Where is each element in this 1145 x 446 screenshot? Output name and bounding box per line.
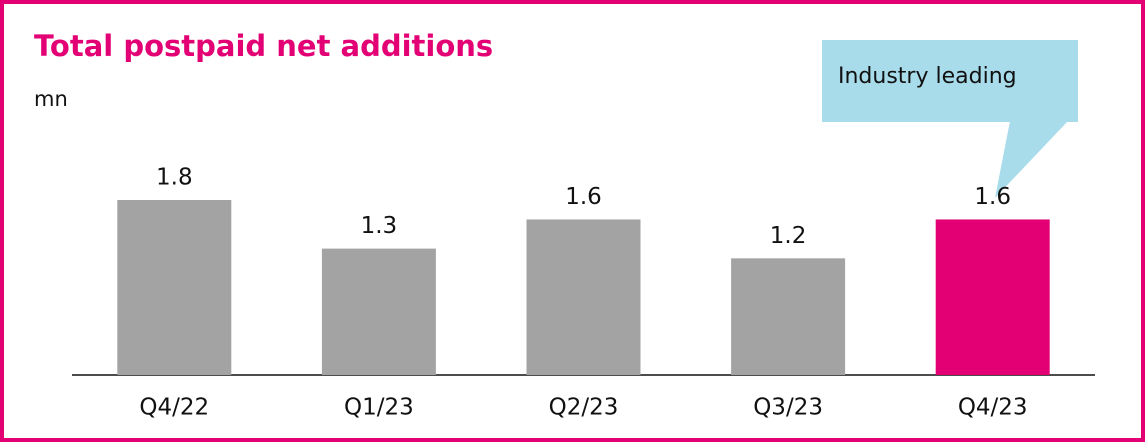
callout: Industry leading (822, 40, 1078, 198)
x-tick-label: Q4/22 (139, 395, 209, 421)
chart-subtitle: mn (34, 87, 68, 111)
chart-title: Total postpaid net additions (34, 29, 493, 63)
x-tick-label: Q2/23 (549, 395, 619, 421)
x-tick-label: Q4/23 (958, 395, 1028, 421)
value-label: 1.2 (770, 223, 807, 249)
value-label: 1.6 (974, 184, 1011, 210)
bar (117, 200, 232, 375)
bar (731, 258, 846, 375)
bar (321, 248, 436, 375)
callout-box (822, 40, 1078, 122)
value-label: 1.6 (565, 184, 602, 210)
bar (935, 219, 1050, 375)
value-label: 1.3 (361, 213, 398, 239)
annotation: Industry leading (838, 64, 1017, 89)
x-tick-label: Q1/23 (344, 395, 414, 421)
x-tick-label: Q3/23 (753, 395, 823, 421)
value-label: 1.8 (156, 165, 193, 191)
bar (526, 219, 641, 375)
callout-tail (995, 121, 1068, 198)
